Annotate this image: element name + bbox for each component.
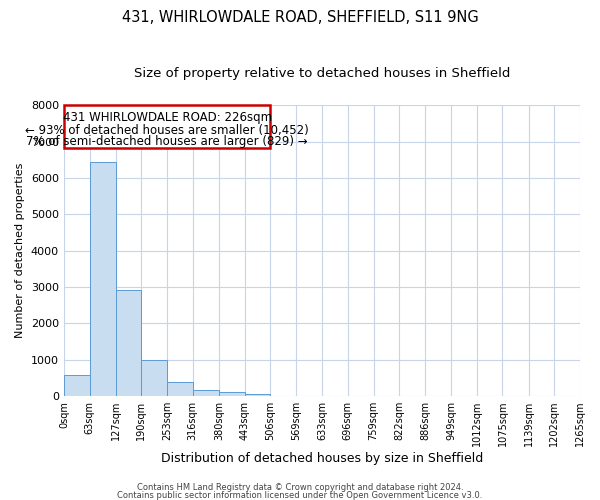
Bar bbox=[64, 375, 89, 396]
Bar bbox=[89, 162, 116, 396]
Bar bbox=[167, 382, 193, 396]
Text: Contains public sector information licensed under the Open Government Licence v3: Contains public sector information licen… bbox=[118, 490, 482, 500]
Bar bbox=[64, 106, 271, 148]
Text: 431, WHIRLOWDALE ROAD, SHEFFIELD, S11 9NG: 431, WHIRLOWDALE ROAD, SHEFFIELD, S11 9N… bbox=[122, 10, 478, 25]
X-axis label: Distribution of detached houses by size in Sheffield: Distribution of detached houses by size … bbox=[161, 452, 483, 465]
Bar bbox=[116, 290, 142, 396]
Text: Contains HM Land Registry data © Crown copyright and database right 2024.: Contains HM Land Registry data © Crown c… bbox=[137, 484, 463, 492]
Bar bbox=[142, 360, 167, 396]
Bar bbox=[193, 390, 219, 396]
Title: Size of property relative to detached houses in Sheffield: Size of property relative to detached ho… bbox=[134, 68, 510, 80]
Y-axis label: Number of detached properties: Number of detached properties bbox=[16, 163, 25, 338]
Text: 431 WHIRLOWDALE ROAD: 226sqm: 431 WHIRLOWDALE ROAD: 226sqm bbox=[62, 111, 272, 124]
Bar bbox=[245, 394, 271, 396]
Bar bbox=[219, 392, 245, 396]
Text: ← 93% of detached houses are smaller (10,452): ← 93% of detached houses are smaller (10… bbox=[25, 124, 309, 136]
Text: 7% of semi-detached houses are larger (829) →: 7% of semi-detached houses are larger (8… bbox=[26, 135, 308, 148]
